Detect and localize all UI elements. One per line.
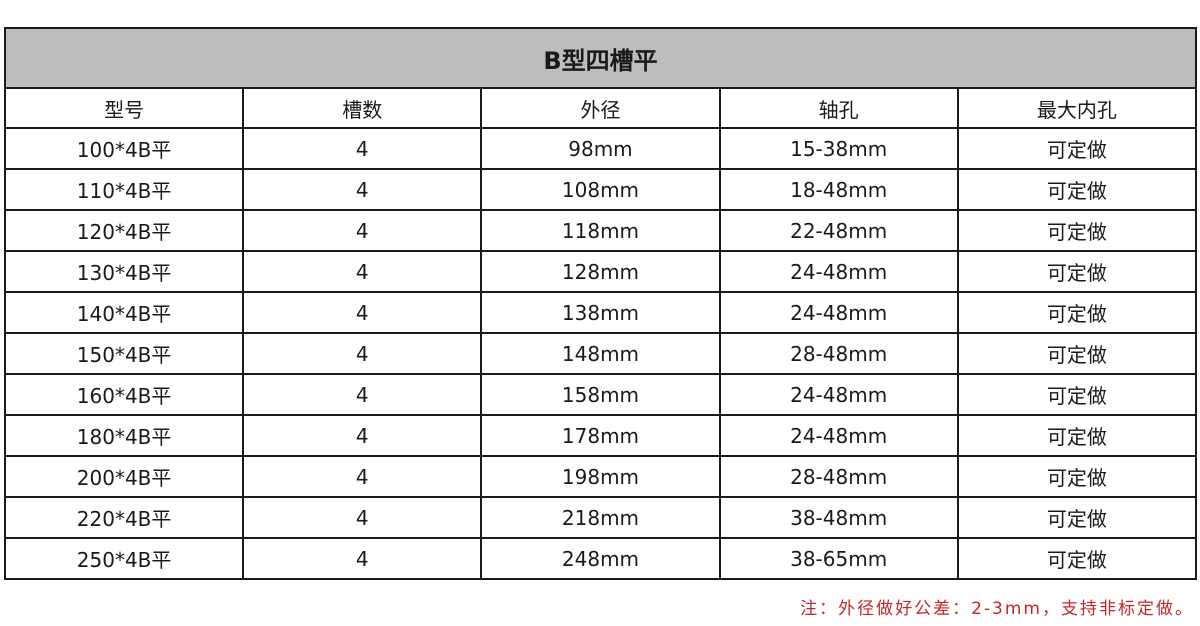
cell-shaft-hole: 22-48mm: [718, 209, 959, 252]
cell-grooves: 4: [242, 332, 483, 375]
cell-model: 200*4B平: [3, 455, 245, 498]
cell-shaft-hole: 15-38mm: [718, 127, 959, 170]
cell-grooves: 4: [242, 373, 483, 416]
cell-shaft-hole: 24-48mm: [718, 250, 959, 293]
cell-max-bore: 可定做: [956, 537, 1198, 580]
cell-max-bore: 可定做: [956, 209, 1198, 252]
cell-shaft-hole: 24-48mm: [718, 414, 959, 457]
cell-model: 250*4B平: [3, 537, 245, 580]
table-title: B型四槽平: [4, 27, 1197, 89]
cell-outer-diameter: 148mm: [480, 332, 721, 375]
cell-model: 100*4B平: [3, 127, 245, 170]
footnote: 注：外径做好公差：2-3mm，支持非标定做。: [800, 599, 1194, 619]
cell-max-bore: 可定做: [956, 250, 1198, 293]
cell-outer-diameter: 118mm: [480, 209, 721, 252]
table-row: 220*4B平 4 218mm 38-48mm 可定做: [3, 496, 1198, 539]
cell-max-bore: 可定做: [956, 373, 1198, 416]
cell-model: 160*4B平: [3, 373, 245, 416]
table-row: 100*4B平 4 98mm 15-38mm 可定做: [3, 127, 1198, 170]
cell-grooves: 4: [242, 414, 483, 457]
table-row: 160*4B平 4 158mm 24-48mm 可定做: [3, 373, 1198, 416]
spec-table: B型四槽平 型号 槽数 外径 轴孔 最大内孔 100*4B平 4 98mm 15-38…: [3, 27, 1198, 580]
table-row: 150*4B平 4 148mm 28-48mm 可定做: [3, 332, 1198, 375]
cell-grooves: 4: [242, 455, 483, 498]
cell-shaft-hole: 38-48mm: [718, 496, 959, 539]
cell-grooves: 4: [242, 127, 483, 170]
col-header-model: 型号: [3, 87, 245, 129]
table-row: 110*4B平 4 108mm 18-48mm 可定做: [3, 168, 1198, 211]
cell-max-bore: 可定做: [956, 332, 1198, 375]
cell-model: 180*4B平: [3, 414, 245, 457]
cell-max-bore: 可定做: [956, 168, 1198, 211]
table-row: 140*4B平 4 138mm 24-48mm 可定做: [3, 291, 1198, 334]
cell-outer-diameter: 108mm: [480, 168, 721, 211]
cell-model: 110*4B平: [3, 168, 245, 211]
cell-max-bore: 可定做: [956, 414, 1198, 457]
cell-max-bore: 可定做: [956, 496, 1198, 539]
cell-outer-diameter: 128mm: [480, 250, 721, 293]
cell-grooves: 4: [242, 250, 483, 293]
col-header-max-bore: 最大内孔: [956, 87, 1198, 129]
cell-grooves: 4: [242, 168, 483, 211]
cell-shaft-hole: 28-48mm: [718, 332, 959, 375]
table-row: 250*4B平 4 248mm 38-65mm 可定做: [3, 537, 1198, 580]
cell-shaft-hole: 24-48mm: [718, 373, 959, 416]
table-row: 180*4B平 4 178mm 24-48mm 可定做: [3, 414, 1198, 457]
cell-shaft-hole: 24-48mm: [718, 291, 959, 334]
cell-model: 220*4B平: [3, 496, 245, 539]
cell-max-bore: 可定做: [956, 455, 1198, 498]
cell-model: 120*4B平: [3, 209, 245, 252]
cell-model: 150*4B平: [3, 332, 245, 375]
col-header-outer-diameter: 外径: [480, 87, 721, 129]
cell-shaft-hole: 28-48mm: [718, 455, 959, 498]
table-row: 130*4B平 4 128mm 24-48mm 可定做: [3, 250, 1198, 293]
cell-shaft-hole: 18-48mm: [718, 168, 959, 211]
cell-grooves: 4: [242, 496, 483, 539]
cell-outer-diameter: 158mm: [480, 373, 721, 416]
cell-outer-diameter: 178mm: [480, 414, 721, 457]
cell-outer-diameter: 248mm: [480, 537, 721, 580]
table-row: 200*4B平 4 198mm 28-48mm 可定做: [3, 455, 1198, 498]
cell-model: 130*4B平: [3, 250, 245, 293]
cell-outer-diameter: 198mm: [480, 455, 721, 498]
col-header-shaft-hole: 轴孔: [718, 87, 959, 129]
cell-outer-diameter: 98mm: [480, 127, 721, 170]
cell-max-bore: 可定做: [956, 127, 1198, 170]
cell-outer-diameter: 138mm: [480, 291, 721, 334]
cell-grooves: 4: [242, 537, 483, 580]
header-row: 型号 槽数 外径 轴孔 最大内孔: [3, 87, 1198, 129]
cell-grooves: 4: [242, 209, 483, 252]
table-row: 120*4B平 4 118mm 22-48mm 可定做: [3, 209, 1198, 252]
cell-max-bore: 可定做: [956, 291, 1198, 334]
cell-model: 140*4B平: [3, 291, 245, 334]
cell-outer-diameter: 218mm: [480, 496, 721, 539]
col-header-grooves: 槽数: [242, 87, 483, 129]
cell-grooves: 4: [242, 291, 483, 334]
cell-shaft-hole: 38-65mm: [718, 537, 959, 580]
